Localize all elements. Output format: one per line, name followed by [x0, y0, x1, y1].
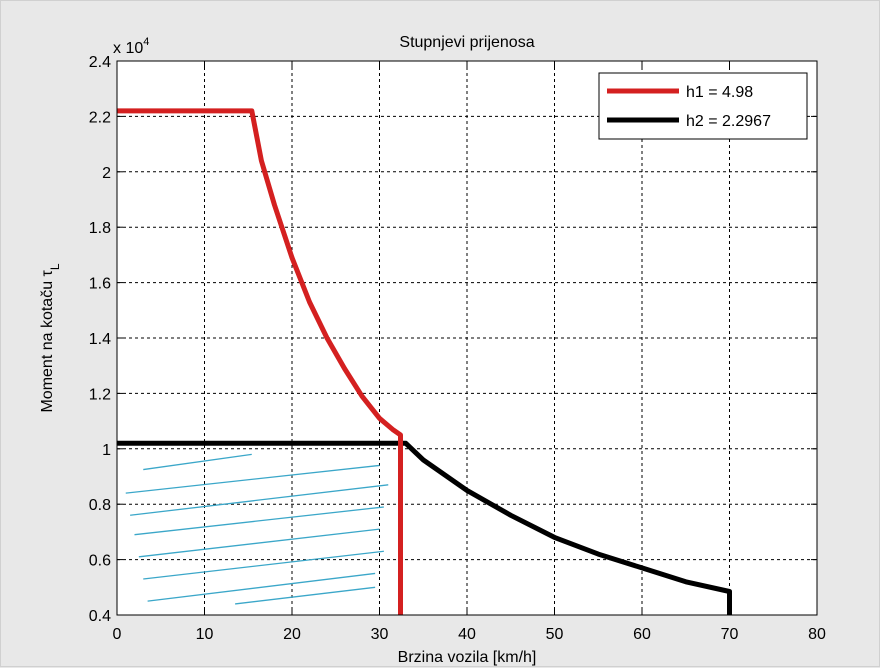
- x-tick-label: 70: [721, 626, 739, 643]
- hatch-line: [235, 586, 376, 605]
- hatch-line: [147, 572, 376, 602]
- x-tick-label: 10: [196, 626, 214, 643]
- y-tick-label: 1.6: [89, 276, 111, 293]
- x-tick-label: 40: [458, 626, 476, 643]
- hatch-line: [143, 453, 252, 471]
- y-tick-label: 2: [102, 165, 111, 182]
- hatch-line: [143, 550, 384, 580]
- y-tick-label: 0.8: [89, 497, 111, 514]
- y-axis-label: Moment na kotaču τL: [39, 263, 62, 412]
- x-axis-label: Brzina vozila [km/h]: [398, 649, 537, 666]
- hatch-line: [138, 528, 380, 558]
- series-line-h1: [117, 108, 403, 615]
- legend-label-h2: h2 = 2.2967: [686, 113, 771, 130]
- y-tick-label: 1.4: [89, 331, 111, 348]
- legend-label-h1: h1 = 4.98: [686, 84, 753, 101]
- x-tick-label: 50: [546, 626, 564, 643]
- legend-box: [598, 72, 808, 140]
- series-layer: [117, 108, 732, 615]
- x-tick-label: 0: [113, 626, 122, 643]
- legend: h1 = 4.98 h2 = 2.2967: [598, 72, 808, 140]
- x-tick-label: 20: [283, 626, 301, 643]
- y-tick-label: 2.2: [89, 109, 111, 126]
- series-line-h2: [117, 440, 732, 615]
- y-tick-label: 1: [102, 442, 111, 459]
- chart-title: Stupnjevi prijenosa: [399, 34, 534, 51]
- y-axis-exponent: x 104: [113, 36, 149, 57]
- x-tick-label: 60: [633, 626, 651, 643]
- y-tick-label: 1.2: [89, 386, 111, 403]
- x-tick-label: 80: [808, 626, 826, 643]
- y-tick-label: 0.6: [89, 553, 111, 570]
- hatch-line: [134, 506, 384, 536]
- hatch-annotation: [125, 453, 389, 605]
- y-tick-label: 0.4: [89, 608, 111, 625]
- hatch-line: [130, 484, 389, 516]
- x-tick-label: 30: [371, 626, 389, 643]
- hatch-line: [125, 464, 380, 494]
- tick-layer: 0 10 20 30 40 50 60 70 80 0.4 0.6 0.8 1 1.2 1.4 1.6 1.8 2…: [89, 54, 826, 643]
- y-tick-label: 2.4: [89, 54, 111, 71]
- y-tick-label: 1.8: [89, 220, 111, 237]
